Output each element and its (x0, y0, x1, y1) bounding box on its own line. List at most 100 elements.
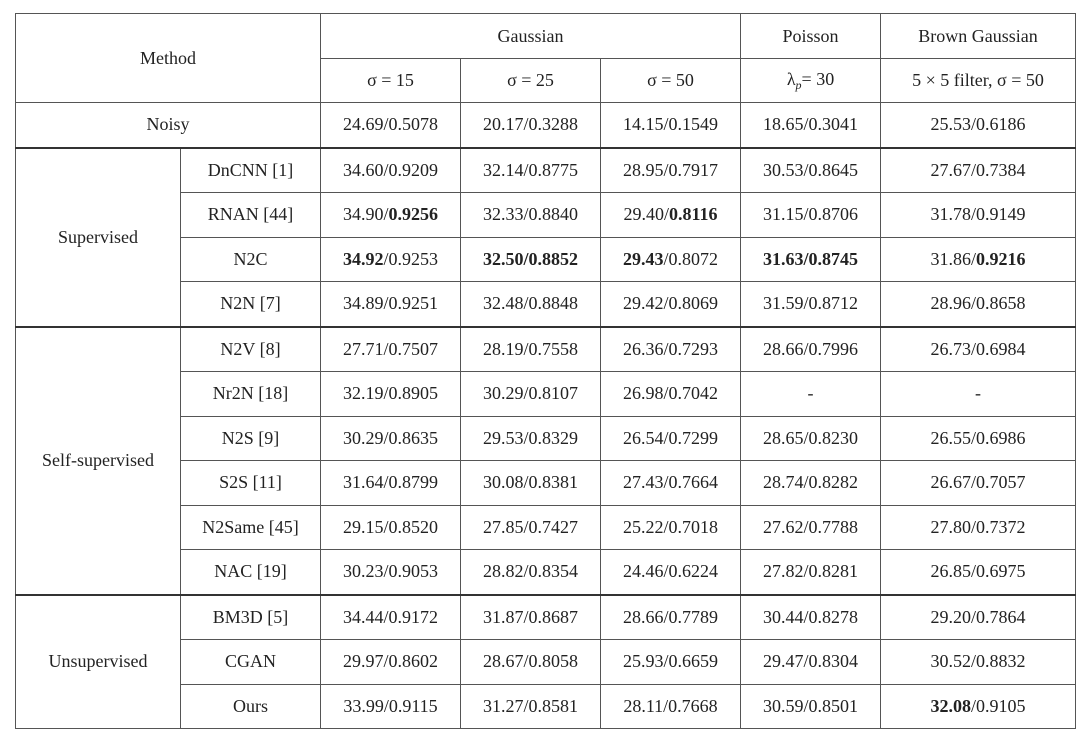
value-cell: 25.93/0.6659 (599, 639, 742, 685)
value-cell: - (740, 371, 882, 417)
method-name: N2Same [45] (180, 504, 321, 550)
value-cell: 31.64/0.8799 (320, 460, 461, 506)
value-cell: 26.55/0.6986 (880, 415, 1077, 461)
value-cell: 26.98/0.7042 (599, 371, 742, 417)
value-cell: 28.95/0.7917 (599, 146, 742, 193)
value-cell: 30.23/0.9053 (320, 549, 461, 595)
value-cell: 31.15/0.8706 (740, 192, 882, 238)
value-cell: - (880, 371, 1077, 417)
bold-text: 0.8116 (669, 204, 718, 225)
value-cell: 27.62/0.7788 (740, 504, 882, 550)
value-cell: 34.89/0.9251 (320, 281, 461, 327)
value-cell: 34.60/0.9209 (320, 146, 461, 193)
value-cell: 27.85/0.7427 (460, 504, 601, 550)
value-cell: 32.19/0.8905 (320, 371, 461, 417)
text-segment: 34.90/ (342, 204, 389, 225)
table-row: Self-supervised N2V [8] 27.71/0.7507 28.19/… (15, 325, 1077, 595)
value-cell: 28.67/0.8058 (460, 639, 601, 685)
text-segment: /0.9253 (383, 248, 438, 269)
value-cell: 31.63/0.8745 (740, 236, 882, 282)
table-row: RNAN [44] 34.90/0.9256 32.33/0.8840 29.40/0… (16, 192, 1077, 238)
value-cell: 29.15/0.8520 (320, 504, 461, 550)
value-cell: 25.53/0.6186 (880, 102, 1077, 148)
value-cell: 28.66/0.7996 (740, 325, 882, 372)
value-cell: 28.19/0.7558 (460, 325, 601, 372)
value-cell: 32.14/0.8775 (460, 146, 601, 193)
table-body: Method Gaussian Poisson Brown Gaussian σ = 1… (15, 13, 1077, 729)
table-row: Ours 33.99/0.9115 31.27/0.8581 28.11/0.7668… (16, 683, 1077, 729)
subscript: p (795, 77, 802, 92)
text-segment: = 30 (801, 68, 835, 89)
table-row: Supervised DnCNN [1] 34.60/0.9209 32.14/0.8… (15, 146, 1077, 327)
table-row: NAC [19] 30.23/0.9053 28.82/0.8354 24.46/0.… (16, 549, 1077, 595)
value-cell: 28.74/0.8282 (740, 460, 882, 506)
group-label: Supervised (15, 146, 181, 327)
value-cell: 27.71/0.7507 (320, 325, 461, 372)
value-cell: 28.96/0.8658 (880, 281, 1077, 327)
value-cell: 29.97/0.8602 (320, 639, 461, 685)
value-cell: 32.33/0.8840 (460, 192, 601, 238)
value-cell: 30.52/0.8832 (880, 639, 1077, 685)
value-cell: 28.82/0.8354 (460, 549, 601, 595)
text-segment: /0.9105 (971, 695, 1026, 716)
value-cell: 29.42/0.8069 (599, 281, 742, 327)
method-name: CGAN (180, 639, 321, 685)
method-name: N2N [7] (180, 281, 321, 327)
text-segment: 29.40/ (623, 204, 669, 225)
value-cell: 26.54/0.7299 (599, 415, 742, 461)
row-label: Noisy (15, 102, 321, 148)
group-label: Self-supervised (15, 325, 181, 595)
value-cell: 31.87/0.8687 (460, 593, 601, 640)
value-cell: 30.29/0.8107 (460, 371, 601, 417)
value-cell: 24.69/0.5078 (320, 102, 461, 148)
method-name: Ours (180, 683, 321, 729)
table-row: N2N [7] 34.89/0.9251 32.48/0.8848 29.42/0.8… (16, 281, 1077, 327)
value-cell: 29.53/0.8329 (460, 415, 601, 461)
value-cell: 33.99/0.9115 (320, 683, 461, 729)
value-cell: 34.92/0.9253 (320, 236, 461, 282)
table-row: Noisy 24.69/0.5078 20.17/0.3288 14.15/0.154… (15, 102, 1077, 148)
value-cell: 26.67/0.7057 (880, 460, 1077, 506)
text-segment: 31.86/ (930, 248, 977, 269)
sub-header: λp= 30 (740, 58, 882, 103)
sub-header: σ = 15 (320, 58, 461, 103)
method-name: N2V [8] (180, 325, 321, 372)
value-cell: 29.40/0.8116 (599, 192, 742, 238)
value-cell: 28.66/0.7789 (599, 593, 742, 640)
value-cell: 25.22/0.7018 (599, 504, 742, 550)
method-name: BM3D [5] (180, 593, 321, 640)
table-row: Unsupervised BM3D [5] 34.44/0.9172 31.87/0.… (15, 593, 1077, 729)
value-cell: 14.15/0.1549 (599, 102, 742, 148)
bold-text: 31.63/0.8745 (763, 248, 859, 269)
value-cell: 32.08/0.9105 (880, 683, 1077, 729)
method-name: RNAN [44] (180, 192, 321, 238)
value-cell: 20.17/0.3288 (460, 102, 601, 148)
value-cell: 30.08/0.8381 (460, 460, 601, 506)
value-cell: 29.43/0.8072 (599, 236, 742, 282)
bold-text: 32.50/0.8852 (482, 248, 578, 269)
group-header: Poisson (740, 13, 882, 59)
table-row: N2S [9] 30.29/0.8635 29.53/0.8329 26.54/0.7… (16, 415, 1077, 461)
value-cell: 31.86/0.9216 (880, 236, 1077, 282)
method-header: Method (15, 13, 321, 103)
method-name: DnCNN [1] (180, 146, 321, 193)
sub-header: σ = 50 (599, 58, 742, 103)
bold-text: 29.43 (623, 248, 664, 269)
sub-header: 5 × 5 filter, σ = 50 (880, 58, 1077, 103)
value-cell: 30.44/0.8278 (740, 593, 882, 640)
value-cell: 30.29/0.8635 (320, 415, 461, 461)
value-cell: 29.20/0.7864 (880, 593, 1077, 640)
table-row: Method Gaussian Poisson Brown Gaussian (15, 13, 1077, 103)
value-cell: 26.73/0.6984 (880, 325, 1077, 372)
value-cell: 34.44/0.9172 (320, 593, 461, 640)
method-name: N2S [9] (180, 415, 321, 461)
group-label: Unsupervised (15, 593, 181, 729)
value-cell: 30.59/0.8501 (740, 683, 882, 729)
value-cell: 28.11/0.7668 (599, 683, 742, 729)
sub-header: σ = 25 (460, 58, 601, 103)
value-cell: 34.90/0.9256 (320, 192, 461, 238)
method-name: NAC [19] (180, 549, 321, 595)
value-cell: 18.65/0.3041 (740, 102, 882, 148)
text-segment: /0.8072 (663, 248, 719, 269)
